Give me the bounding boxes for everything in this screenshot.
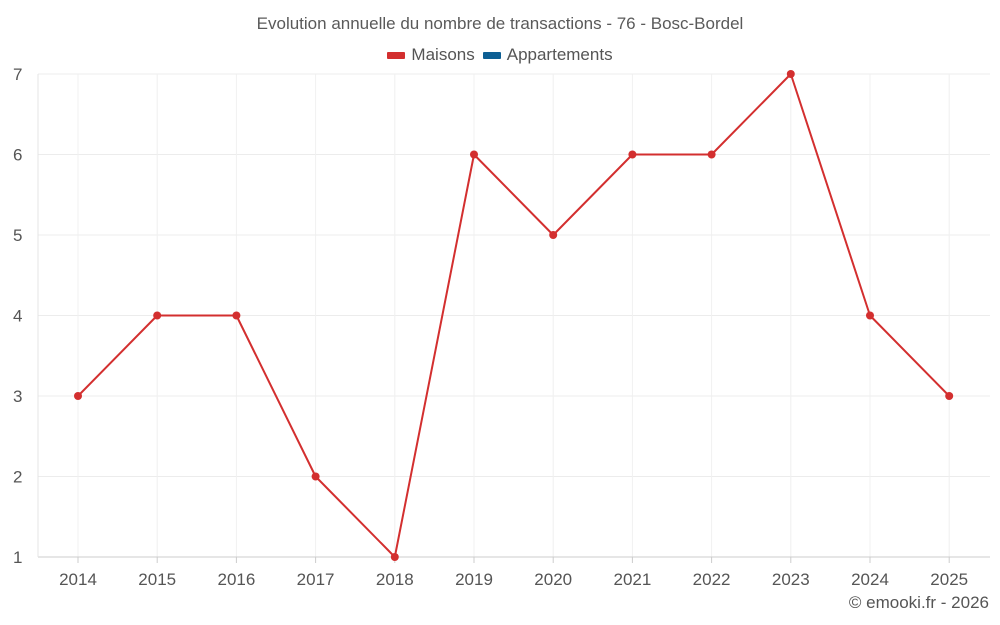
data-point	[549, 231, 558, 239]
y-tick-label: 2	[13, 468, 22, 487]
x-tick-label: 2024	[851, 570, 889, 589]
data-point	[470, 150, 478, 159]
legend-item-maisons[interactable]: Maisons	[387, 45, 475, 65]
data-point	[945, 392, 954, 400]
axes	[37, 74, 990, 563]
credit-text: © emooki.fr - 2026	[848, 593, 989, 612]
x-tick-label: 2020	[534, 570, 572, 589]
y-tick-label: 3	[13, 387, 22, 406]
series	[74, 70, 954, 561]
chart-title: Evolution annuelle du nombre de transact…	[256, 14, 744, 33]
legend-swatch-appartements	[482, 51, 501, 59]
x-tick-label: 2017	[297, 570, 335, 589]
chart-legend: Maisons Appartements	[0, 45, 1000, 65]
data-point	[866, 311, 874, 320]
tick-labels: 1 2 3 4 5 6 7 2014 2015 2016 2017 2018 2019 2020 2021 2…	[13, 65, 968, 589]
x-tick-label: 2019	[455, 570, 493, 589]
y-tick-label: 5	[13, 226, 22, 245]
legend-item-appartements[interactable]: Appartements	[482, 45, 613, 65]
data-point	[707, 150, 716, 159]
y-tick-label: 7	[13, 65, 22, 84]
series-line-maisons	[77, 73, 950, 558]
legend-swatch-maisons	[387, 51, 406, 59]
data-point	[74, 392, 82, 400]
data-point	[153, 311, 162, 320]
x-tick-label: 2014	[59, 570, 97, 589]
x-tick-label: 2025	[930, 570, 968, 589]
y-tick-label: 4	[13, 307, 22, 326]
data-point	[786, 70, 795, 78]
data-point	[390, 553, 399, 561]
x-tick-label: 2023	[772, 570, 810, 589]
y-tick-label: 6	[13, 146, 22, 165]
x-tick-label: 2016	[217, 570, 255, 589]
data-point	[311, 472, 320, 481]
x-tick-label: 2022	[693, 570, 731, 589]
data-point	[628, 150, 637, 159]
data-point	[232, 311, 241, 320]
legend-label-appartements: Appartements	[506, 45, 613, 64]
x-tick-label: 2018	[376, 570, 414, 589]
x-tick-label: 2021	[613, 570, 651, 589]
x-tick-label: 2015	[138, 570, 176, 589]
y-tick-label: 1	[13, 548, 22, 567]
legend-label-maisons: Maisons	[411, 45, 475, 64]
